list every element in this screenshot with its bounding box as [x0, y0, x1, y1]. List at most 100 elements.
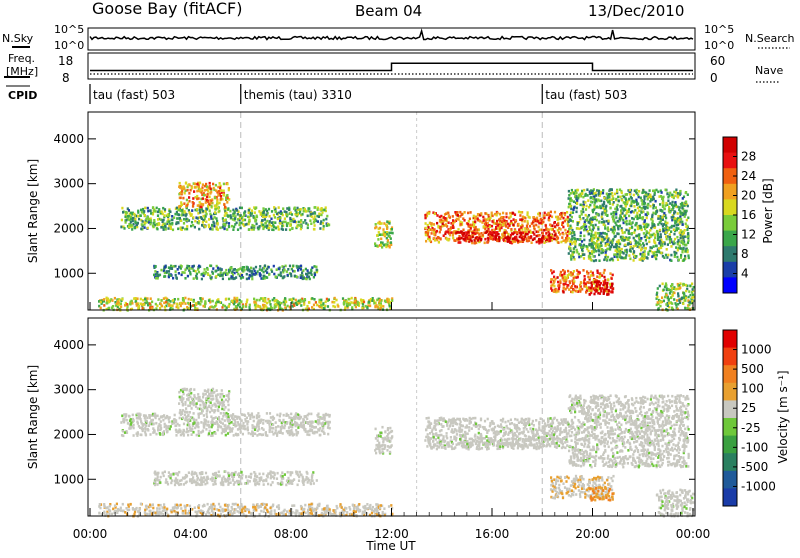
scatter-cell [266, 412, 268, 415]
scatter-cell [275, 275, 277, 278]
scatter-cell [133, 213, 135, 216]
scatter-cell [640, 240, 642, 243]
scatter-cell [496, 240, 498, 243]
scatter-cell [614, 253, 616, 256]
scatter-cell [228, 278, 230, 281]
scatter-cell [541, 229, 543, 232]
scatter-cell [677, 249, 679, 252]
scatter-cell [461, 213, 463, 216]
scatter-cell [533, 224, 535, 227]
scatter-cell [174, 298, 176, 301]
scatter-cell [666, 193, 668, 196]
scatter-cell [598, 254, 600, 257]
scatter-cell [313, 304, 315, 307]
scatter-cell [596, 219, 598, 222]
scatter-cell [233, 210, 235, 213]
scatter-cell [646, 236, 648, 239]
scatter-cell [217, 273, 219, 276]
scatter-cell [206, 413, 208, 416]
scatter-cell [585, 245, 587, 248]
scatter-cell [526, 220, 528, 223]
scatter-cell [666, 256, 668, 259]
scatter-cell [144, 417, 146, 420]
scatter-cell [214, 432, 216, 435]
scatter-cell [283, 276, 285, 279]
scatter-cell [223, 183, 225, 186]
y-tick-label: 1000 [53, 266, 84, 280]
scatter-cell [588, 233, 590, 236]
scatter-cell [493, 238, 495, 241]
scatter-cell [515, 219, 517, 222]
scatter-cell [615, 243, 617, 246]
scatter-cell [487, 222, 489, 225]
scatter-cell [188, 200, 190, 203]
scatter-cell [675, 191, 677, 194]
power-ylabel: Slant Range [km] [26, 159, 40, 263]
scatter-cell [277, 218, 279, 221]
scatter-cell [438, 237, 440, 240]
scatter-cell [557, 276, 559, 279]
scatter-cell [530, 231, 532, 234]
scatter-cell [199, 182, 201, 185]
scatter-cell [168, 299, 170, 302]
scatter-cell [210, 265, 212, 268]
scatter-cell [428, 212, 430, 215]
scatter-cell [209, 275, 211, 278]
scatter-cell [653, 245, 655, 248]
scatter-cell [687, 239, 689, 242]
scatter-cell [225, 269, 227, 272]
scatter-cell [573, 251, 575, 254]
scatter-cell [655, 206, 657, 209]
scatter-cell [253, 216, 255, 219]
scatter-cell [203, 194, 205, 197]
scatter-cell [160, 420, 162, 423]
scatter-cell [553, 222, 555, 225]
scatter-cell [379, 299, 381, 302]
scatter-cell [144, 214, 146, 217]
scatter-cell [287, 305, 289, 308]
scatter-cell [192, 216, 194, 219]
scatter-cell [643, 253, 645, 256]
scatter-cell [215, 270, 217, 273]
scatter-cell [170, 425, 172, 428]
scatter-cell [475, 216, 477, 219]
scatter-cell [676, 236, 678, 239]
scatter-cell [622, 232, 624, 235]
scatter-cell [285, 265, 287, 268]
scatter-cell [635, 255, 637, 258]
scatter-cell [316, 431, 318, 434]
scatter-cell [128, 215, 130, 218]
scatter-cell [315, 301, 317, 304]
scatter-cell [520, 226, 522, 229]
scatter-cell [231, 300, 233, 303]
scatter-cell [553, 270, 555, 273]
scatter-cell [127, 422, 129, 425]
scatter-cell [237, 273, 239, 276]
scatter-cell [554, 238, 556, 241]
scatter-cell [617, 228, 619, 231]
scatter-cell [290, 220, 292, 223]
colorbar-tick-label: 16 [741, 208, 756, 222]
scatter-cell [296, 276, 298, 279]
scatter-cell [581, 226, 583, 229]
scatter-cell [180, 197, 182, 200]
scatter-cell [286, 430, 288, 433]
date-title: 13/Dec/2010 [588, 2, 684, 20]
scatter-cell [598, 259, 600, 262]
scatter-cell [637, 207, 639, 210]
scatter-cell [595, 224, 597, 227]
scatter-cell [559, 281, 561, 284]
scatter-cell [235, 276, 237, 279]
scatter-cell [638, 243, 640, 246]
scatter-cell [685, 284, 687, 287]
scatter-cell [156, 228, 158, 231]
scatter-cell [633, 231, 635, 234]
scatter-cell [320, 304, 322, 307]
scatter-cell [603, 203, 605, 206]
scatter-cell [198, 301, 200, 304]
scatter-cell [514, 213, 516, 216]
scatter-cell [235, 305, 237, 308]
scatter-cell [563, 239, 565, 242]
scatter-cell [588, 289, 590, 292]
scatter-cell [215, 416, 217, 419]
